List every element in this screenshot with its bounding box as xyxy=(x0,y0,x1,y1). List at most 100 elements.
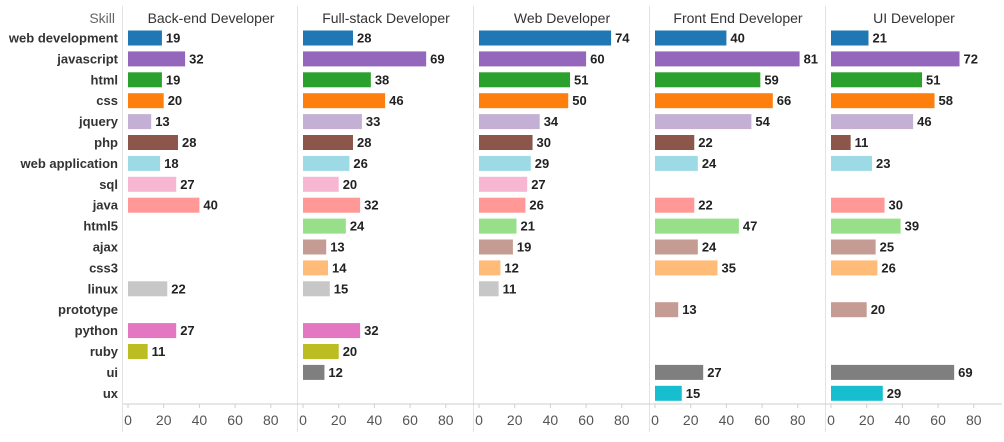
bar-back-end-developer-sql xyxy=(128,176,177,192)
value-label-front-end-developer-javascript: 81 xyxy=(804,51,818,66)
bar-front-end-developer-ux xyxy=(655,385,682,401)
bar-ui-developer-html5 xyxy=(831,218,901,234)
x-tick-label-back-end-developer-80: 80 xyxy=(263,412,279,428)
value-label-ui-developer-javascript: 72 xyxy=(964,51,978,66)
value-label-back-end-developer-web-development: 19 xyxy=(166,31,180,46)
skill-label-ui: ui xyxy=(106,365,118,380)
x-tick-label-back-end-developer-60: 60 xyxy=(227,412,243,428)
bar-full-stack-developer-jquery xyxy=(303,114,362,130)
value-label-full-stack-developer-ruby: 20 xyxy=(343,344,357,359)
bar-front-end-developer-css xyxy=(655,93,773,109)
skill-label-ux: ux xyxy=(103,386,119,401)
bar-web-developer-css3 xyxy=(479,260,501,276)
value-label-full-stack-developer-html: 38 xyxy=(375,72,389,87)
bar-web-developer-java xyxy=(479,197,526,213)
bar-back-end-developer-php xyxy=(128,135,178,150)
x-tick-label-full-stack-developer-80: 80 xyxy=(438,412,454,428)
value-label-full-stack-developer-css: 46 xyxy=(389,93,403,108)
x-tick-label-back-end-developer-40: 40 xyxy=(192,412,208,428)
value-label-back-end-developer-css: 20 xyxy=(168,93,182,108)
value-label-back-end-developer-ruby: 11 xyxy=(152,344,166,359)
value-label-front-end-developer-web-application: 24 xyxy=(702,156,717,171)
x-tick-label-full-stack-developer-20: 20 xyxy=(331,412,347,428)
bar-front-end-developer-ui xyxy=(655,364,704,380)
bar-front-end-developer-prototype xyxy=(655,302,679,318)
skill-label-python: python xyxy=(75,323,118,338)
panel-title-front-end-developer: Front End Developer xyxy=(673,10,803,26)
bar-ui-developer-web-application xyxy=(831,155,873,171)
value-label-web-developer-web-application: 29 xyxy=(535,156,549,171)
bar-front-end-developer-html xyxy=(655,72,761,88)
skill-label-linux: linux xyxy=(88,281,119,296)
value-label-ui-developer-html5: 39 xyxy=(905,219,919,234)
bar-ui-developer-php xyxy=(831,135,851,150)
x-tick-label-ui-developer-60: 60 xyxy=(930,412,946,428)
skill-label-web-application: web application xyxy=(19,156,118,171)
value-label-ui-developer-java: 30 xyxy=(889,198,903,213)
value-label-full-stack-developer-java: 32 xyxy=(364,198,378,213)
bar-back-end-developer-javascript xyxy=(128,51,186,67)
bar-web-developer-sql xyxy=(479,176,528,192)
bar-web-developer-javascript xyxy=(479,51,587,67)
value-label-full-stack-developer-javascript: 69 xyxy=(430,51,444,66)
x-tick-label-web-developer-80: 80 xyxy=(614,412,630,428)
value-label-full-stack-developer-html5: 24 xyxy=(350,219,365,234)
value-label-full-stack-developer-linux: 15 xyxy=(334,281,348,296)
value-label-full-stack-developer-python: 32 xyxy=(364,323,378,338)
value-label-full-stack-developer-web-development: 28 xyxy=(357,31,371,46)
value-label-ui-developer-jquery: 46 xyxy=(917,114,931,129)
skill-label-sql: sql xyxy=(99,177,118,192)
value-label-ui-developer-web-application: 23 xyxy=(876,156,890,171)
value-label-web-developer-php: 30 xyxy=(537,135,551,150)
bar-web-developer-html5 xyxy=(479,218,517,234)
bar-web-developer-linux xyxy=(479,281,499,297)
bar-full-stack-developer-css3 xyxy=(303,260,328,276)
x-tick-label-ui-developer-20: 20 xyxy=(859,412,875,428)
value-label-full-stack-developer-ajax: 13 xyxy=(330,240,344,255)
skill-label-ajax: ajax xyxy=(93,240,119,255)
skill-label-css: css xyxy=(96,93,118,108)
value-label-full-stack-developer-jquery: 33 xyxy=(366,114,380,129)
value-label-full-stack-developer-ui: 12 xyxy=(328,365,342,380)
value-label-back-end-developer-php: 28 xyxy=(182,135,196,150)
bar-front-end-developer-web-application xyxy=(655,155,698,171)
x-tick-label-front-end-developer-20: 20 xyxy=(683,412,699,428)
value-label-back-end-developer-java: 40 xyxy=(203,198,217,213)
value-label-full-stack-developer-css3: 14 xyxy=(332,260,347,275)
x-tick-label-web-developer-40: 40 xyxy=(543,412,559,428)
bar-web-developer-php xyxy=(479,135,533,150)
value-label-ui-developer-ux: 29 xyxy=(887,386,901,401)
value-label-front-end-developer-ui: 27 xyxy=(707,365,721,380)
bar-full-stack-developer-ruby xyxy=(303,344,339,359)
bar-ui-developer-css3 xyxy=(831,260,878,276)
bar-front-end-developer-jquery xyxy=(655,114,752,130)
skill-label-html: html xyxy=(91,72,118,87)
bar-ui-developer-javascript xyxy=(831,51,960,67)
x-tick-label-front-end-developer-80: 80 xyxy=(790,412,806,428)
value-label-web-developer-sql: 27 xyxy=(531,177,545,192)
value-label-web-developer-css: 50 xyxy=(572,93,586,108)
bar-ui-developer-prototype xyxy=(831,302,867,318)
value-label-web-developer-jquery: 34 xyxy=(544,114,559,129)
value-label-front-end-developer-css3: 35 xyxy=(721,260,735,275)
skill-label-html5: html5 xyxy=(83,219,118,234)
bar-full-stack-developer-linux xyxy=(303,281,330,297)
bar-web-developer-web-development xyxy=(479,30,612,46)
value-label-back-end-developer-web-application: 18 xyxy=(164,156,178,171)
panel-title-back-end-developer: Back-end Developer xyxy=(148,10,275,26)
bar-full-stack-developer-web-development xyxy=(303,30,353,46)
bar-ui-developer-ajax xyxy=(831,239,876,255)
value-label-web-developer-javascript: 60 xyxy=(590,51,604,66)
bar-full-stack-developer-sql xyxy=(303,176,339,192)
bar-web-developer-html xyxy=(479,72,571,88)
value-label-front-end-developer-css: 66 xyxy=(777,93,791,108)
bar-ui-developer-css xyxy=(831,93,935,109)
value-label-back-end-developer-sql: 27 xyxy=(180,177,194,192)
value-label-back-end-developer-html: 19 xyxy=(166,72,180,87)
value-label-back-end-developer-javascript: 32 xyxy=(189,51,203,66)
bar-front-end-developer-php xyxy=(655,135,695,150)
value-label-full-stack-developer-web-application: 26 xyxy=(353,156,367,171)
bar-ui-developer-web-development xyxy=(831,30,869,46)
bar-back-end-developer-jquery xyxy=(128,114,152,130)
bar-full-stack-developer-ajax xyxy=(303,239,327,255)
